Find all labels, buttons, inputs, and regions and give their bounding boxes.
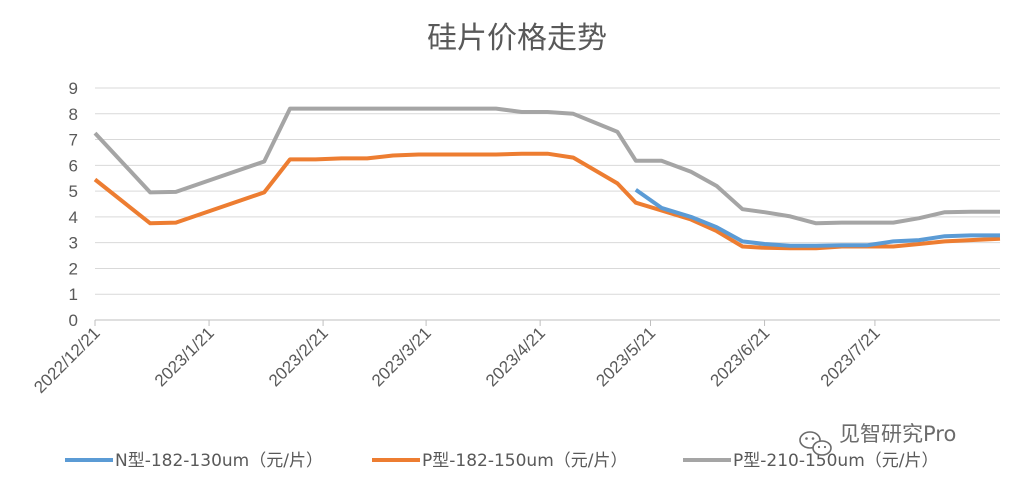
- y-tick-label: 9: [69, 79, 78, 98]
- y-tick-label: 6: [69, 156, 78, 175]
- x-tick-label: 2023/2/21: [265, 323, 332, 390]
- series-line: [93, 151, 1001, 251]
- wechat-icon: [799, 431, 832, 456]
- legend-label: N型-182-130um（元/片）: [115, 451, 323, 471]
- x-axis-ticks: 2022/12/21 2023/1/21 2023/2/21 2023/3/21 202…: [30, 320, 884, 397]
- x-tick-label: 2023/4/21: [482, 323, 549, 390]
- series-line: [634, 188, 1000, 248]
- y-tick-label: 1: [69, 285, 78, 304]
- legend-label: P型-210-150um（元/片）: [733, 451, 938, 471]
- x-tick-label: 2023/7/21: [817, 323, 884, 390]
- legend: N型-182-130um（元/片） P型-182-150um（元/片） P型-210…: [65, 451, 938, 471]
- y-tick-label: 2: [69, 259, 78, 278]
- watermark-text: 见智研究Pro: [839, 422, 956, 446]
- x-tick-label: 2023/5/21: [592, 323, 659, 390]
- y-tick-label: 0: [69, 311, 78, 330]
- series-lines: [93, 106, 1001, 251]
- y-tick-label: 5: [69, 182, 78, 201]
- x-tick-label: 2022/12/21: [30, 323, 104, 397]
- x-tick-label: 2023/6/21: [706, 323, 773, 390]
- series-line: [93, 106, 1000, 226]
- y-axis-ticks: 0 1 2 3 4 5 6 7 8 9: [69, 79, 78, 330]
- x-tick-label: 2023/1/21: [151, 323, 218, 390]
- y-tick-label: 8: [69, 105, 78, 124]
- legend-label: P型-182-150um（元/片）: [422, 451, 627, 471]
- watermark: 见智研究Pro: [799, 422, 956, 456]
- x-tick-label: 2023/3/21: [368, 323, 435, 390]
- y-tick-label: 3: [69, 234, 78, 253]
- y-tick-label: 4: [69, 208, 78, 227]
- chart-title: 硅片价格走势: [427, 21, 607, 56]
- y-tick-label: 7: [69, 131, 78, 150]
